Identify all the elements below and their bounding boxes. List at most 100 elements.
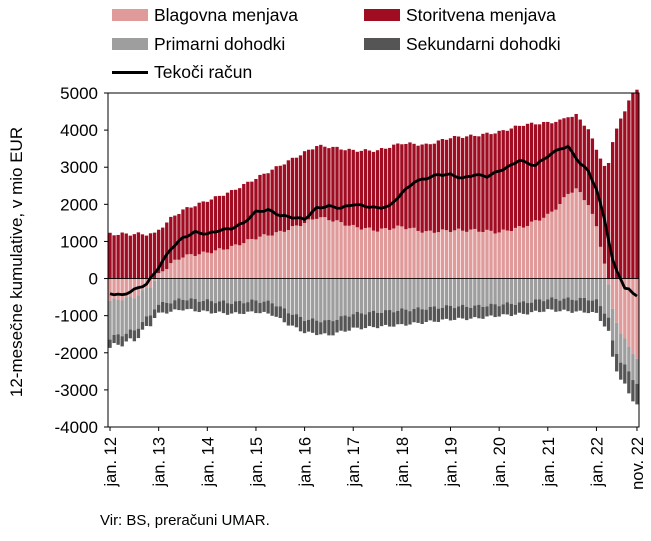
- bar-sekundarni-dohodki-24: [205, 299, 209, 312]
- bar-storitvena-menjava-81: [436, 140, 441, 233]
- x-tick-label-jan-21: jan. 21: [540, 437, 558, 488]
- bar-sekundarni-dohodki-8: [140, 322, 145, 330]
- bar-primarni-dohodki-72: [400, 278, 404, 309]
- bar-sekundarni-dohodki-3: [120, 336, 124, 347]
- bar-storitvena-menjava-113: [566, 117, 570, 194]
- bar-primarni-dohodki-123: [606, 284, 611, 318]
- bar-sekundarni-dohodki-121: [598, 306, 603, 321]
- bar-sekundarni-dohodki-84: [448, 305, 453, 321]
- bar-sekundarni-dohodki-109: [550, 297, 554, 310]
- bar-primarni-dohodki-86: [456, 278, 461, 307]
- bar-primarni-dohodki-103: [525, 278, 530, 304]
- bar-storitvena-menjava-87: [461, 137, 465, 231]
- bar-blagovna-menjava-59: [347, 225, 351, 279]
- bar-blagovna-menjava-86: [456, 228, 461, 279]
- bar-blagovna-menjava-102: [521, 227, 526, 279]
- bar-storitvena-menjava-25: [209, 199, 214, 254]
- bar-blagovna-menjava-93: [485, 229, 489, 279]
- bar-primarni-dohodki-30: [229, 278, 234, 305]
- x-tick-label-jan-18: jan. 18: [394, 437, 412, 488]
- bar-primarni-dohodki-29: [225, 278, 230, 304]
- bar-primarni-dohodki-65: [371, 278, 376, 311]
- bar-primarni-dohodki-17: [177, 278, 181, 299]
- bar-storitvena-menjava-71: [396, 143, 400, 226]
- bar-sekundarni-dohodki-95: [493, 304, 497, 318]
- bar-sekundarni-dohodki-108: [546, 299, 550, 310]
- y-tick-label--4000: -4000: [55, 418, 98, 437]
- bar-storitvena-menjava-41: [274, 166, 278, 233]
- bar-storitvena-menjava-115: [574, 113, 578, 189]
- bar-blagovna-menjava-45: [290, 226, 295, 279]
- bar-sekundarni-dohodki-60: [351, 314, 355, 328]
- bar-blagovna-menjava-61: [355, 227, 359, 279]
- bar-storitvena-menjava-13: [161, 227, 165, 272]
- bar-sekundarni-dohodki-79: [428, 306, 432, 321]
- bar-storitvena-menjava-112: [562, 118, 566, 198]
- bar-blagovna-menjava-123: [606, 278, 611, 285]
- bar-sekundarni-dohodki-128: [627, 371, 631, 394]
- x-tick-label-jan-16: jan. 16: [297, 437, 315, 488]
- bar-primarni-dohodki-109: [550, 278, 554, 298]
- bar-sekundarni-dohodki-53: [323, 320, 327, 334]
- bar-blagovna-menjava-5: [128, 278, 132, 297]
- bar-sekundarni-dohodki-45: [290, 314, 295, 326]
- bar-primarni-dohodki-127: [623, 338, 627, 365]
- bar-storitvena-menjava-111: [558, 119, 562, 204]
- legend-item-sekundarni-dohodki: Sekundarni dohodki: [364, 34, 561, 54]
- bar-blagovna-menjava-22: [197, 254, 201, 279]
- bar-blagovna-menjava-126: [619, 278, 623, 334]
- bar-storitvena-menjava-106: [538, 124, 542, 221]
- bar-sekundarni-dohodki-35: [250, 299, 254, 312]
- bar-sekundarni-dohodki-25: [209, 301, 214, 314]
- bar-storitvena-menjava-17: [177, 214, 181, 260]
- bar-sekundarni-dohodki-13: [161, 301, 165, 313]
- bar-primarni-dohodki-98: [505, 278, 509, 303]
- bar-blagovna-menjava-106: [538, 220, 542, 279]
- bar-blagovna-menjava-96: [497, 232, 501, 279]
- bar-storitvena-menjava-4: [124, 233, 128, 279]
- bar-blagovna-menjava-10: [148, 278, 153, 288]
- bar-sekundarni-dohodki-42: [278, 306, 282, 319]
- bar-storitvena-menjava-12: [156, 229, 161, 274]
- bar-blagovna-menjava-46: [294, 225, 299, 279]
- bar-storitvena-menjava-89: [469, 134, 473, 230]
- bar-storitvena-menjava-82: [440, 139, 445, 230]
- bar-blagovna-menjava-42: [278, 230, 282, 279]
- bar-storitvena-menjava-80: [432, 143, 436, 233]
- bar-primarni-dohodki-122: [602, 278, 607, 314]
- x-tick-label-jan-12: jan. 12: [102, 437, 120, 488]
- bar-sekundarni-dohodki-39: [266, 300, 270, 314]
- bar-storitvena-menjava-34: [246, 181, 250, 240]
- bar-sekundarni-dohodki-46: [294, 314, 299, 328]
- bar-primarni-dohodki-14: [165, 278, 169, 303]
- bar-sekundarni-dohodki-17: [177, 298, 181, 311]
- bar-blagovna-menjava-76: [416, 230, 420, 279]
- bar-blagovna-menjava-105: [533, 220, 538, 279]
- legend-label-sekundarni-dohodki: Sekundarni dohodki: [406, 33, 561, 54]
- bar-storitvena-menjava-50: [311, 149, 315, 220]
- bar-sekundarni-dohodki-88: [465, 306, 469, 321]
- bar-storitvena-menjava-46: [294, 157, 299, 226]
- bar-blagovna-menjava-37: [258, 236, 262, 279]
- bar-sekundarni-dohodki-123: [606, 317, 611, 331]
- bar-storitvena-menjava-63: [363, 149, 368, 228]
- bar-blagovna-menjava-87: [461, 230, 465, 279]
- bar-blagovna-menjava-121: [598, 246, 603, 279]
- bar-storitvena-menjava-126: [619, 118, 623, 279]
- bar-primarni-dohodki-6: [132, 298, 137, 331]
- bar-blagovna-menjava-82: [440, 229, 445, 279]
- bar-sekundarni-dohodki-73: [404, 309, 408, 326]
- bar-primarni-dohodki-58: [343, 278, 347, 316]
- bar-sekundarni-dohodki-6: [132, 330, 137, 342]
- bar-primarni-dohodki-111: [558, 278, 562, 301]
- bar-primarni-dohodki-1: [112, 298, 116, 336]
- bar-primarni-dohodki-79: [428, 278, 432, 307]
- bar-primarni-dohodki-8: [140, 290, 145, 323]
- bar-primarni-dohodki-5: [128, 296, 132, 330]
- bar-storitvena-menjava-107: [542, 121, 546, 218]
- bar-blagovna-menjava-129: [631, 278, 635, 354]
- bar-blagovna-menjava-11: [152, 278, 157, 281]
- bar-sekundarni-dohodki-9: [144, 316, 149, 326]
- bar-blagovna-menjava-30: [229, 245, 234, 279]
- bar-storitvena-menjava-56: [335, 146, 339, 221]
